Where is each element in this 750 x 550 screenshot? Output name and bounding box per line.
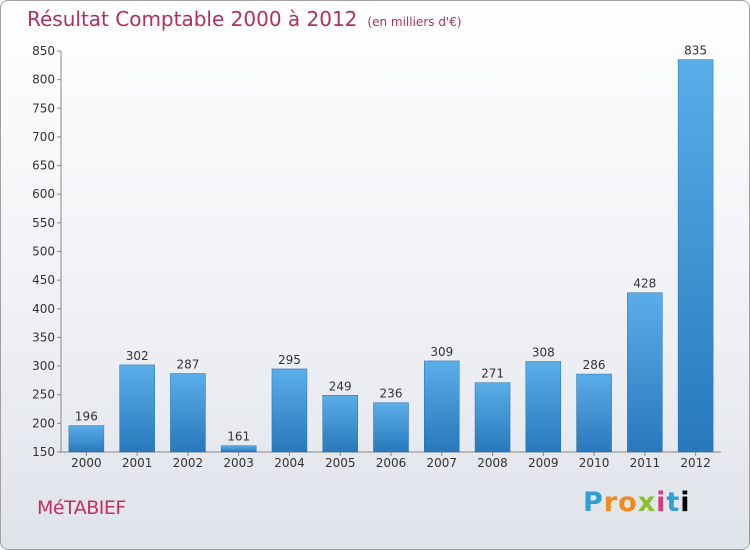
x-tick-label: 2012	[680, 456, 711, 470]
bar	[119, 364, 155, 453]
bar-value-label: 249	[329, 379, 352, 393]
logo-letter: t	[666, 487, 681, 518]
x-tick-label: 2002	[173, 456, 204, 470]
bar	[322, 395, 358, 453]
bar-value-label: 308	[532, 345, 555, 359]
y-tick-label: 500	[32, 245, 55, 259]
chart-subtitle: (en milliers d'€)	[367, 15, 462, 29]
x-tick-label: 2009	[528, 456, 559, 470]
bar-value-label: 287	[176, 358, 199, 372]
y-tick-label: 450	[32, 273, 55, 287]
bar	[677, 59, 714, 453]
bar	[68, 425, 105, 453]
bar	[373, 402, 409, 453]
x-tick-label: 2000	[71, 456, 102, 470]
axes: 150 200 250 300 350 400 450 500 550 600 650 700 750 8…	[32, 44, 721, 470]
y-tick-label: 550	[32, 216, 55, 230]
x-tick-label: 2005	[325, 456, 356, 470]
bar	[424, 360, 460, 453]
y-tick-label: 650	[32, 159, 55, 173]
x-tick-label: 2007	[426, 456, 457, 470]
bar	[170, 373, 206, 453]
bar	[271, 368, 308, 453]
bar-value-label: 309	[430, 345, 453, 359]
bar-value-label: 302	[126, 349, 149, 363]
bar	[576, 373, 612, 453]
logo-letter: r	[603, 487, 619, 518]
bars: 196 302 287 161 295 249 236 309 271 308 286 428 835	[68, 44, 714, 453]
y-tick-label: 150	[32, 445, 55, 459]
logo-letter: x	[637, 487, 657, 518]
bar-value-label: 835	[684, 44, 707, 58]
x-tick-label: 2001	[122, 456, 153, 470]
y-tick-label: 600	[32, 187, 55, 201]
x-tick-label: 2010	[579, 456, 610, 470]
x-tick-label: 2008	[477, 456, 508, 470]
x-tick-label: 2006	[376, 456, 407, 470]
bar-value-label: 236	[380, 387, 403, 401]
y-tick-label: 400	[32, 302, 55, 316]
bar	[525, 361, 562, 453]
y-tick-label: 300	[32, 359, 55, 373]
y-tick-label: 200	[32, 416, 55, 430]
commune-name: MéTABIEF	[37, 497, 126, 519]
y-tick-label: 700	[32, 130, 55, 144]
y-tick-label: 350	[32, 330, 55, 344]
chart-title-text: Résultat Comptable 2000 à 2012	[27, 7, 358, 31]
bar-value-label: 271	[481, 367, 504, 381]
bar-value-label: 428	[633, 277, 656, 291]
proxiti-logo: Proxiti	[583, 487, 691, 518]
logo-letter: i	[656, 487, 667, 518]
x-tick-label: 2004	[274, 456, 305, 470]
y-tick-label: 800	[32, 73, 55, 87]
y-tick-label: 250	[32, 388, 55, 402]
logo-letter: i	[680, 487, 691, 518]
logo-letter: o	[618, 487, 638, 518]
bar-value-label: 196	[75, 410, 98, 424]
bar-value-label: 161	[227, 430, 250, 444]
bar-value-label: 295	[278, 353, 301, 367]
y-tick-label: 750	[32, 101, 55, 115]
bar	[220, 445, 257, 453]
y-tick-label: 850	[32, 44, 55, 58]
bar	[474, 382, 511, 453]
chart-title: Résultat Comptable 2000 à 2012 (en millie…	[27, 7, 462, 31]
x-tick-label: 2011	[630, 456, 661, 470]
bar	[627, 292, 663, 453]
logo-letter: P	[583, 487, 604, 518]
bar-value-label: 286	[583, 358, 606, 372]
x-tick-label: 2003	[223, 456, 254, 470]
